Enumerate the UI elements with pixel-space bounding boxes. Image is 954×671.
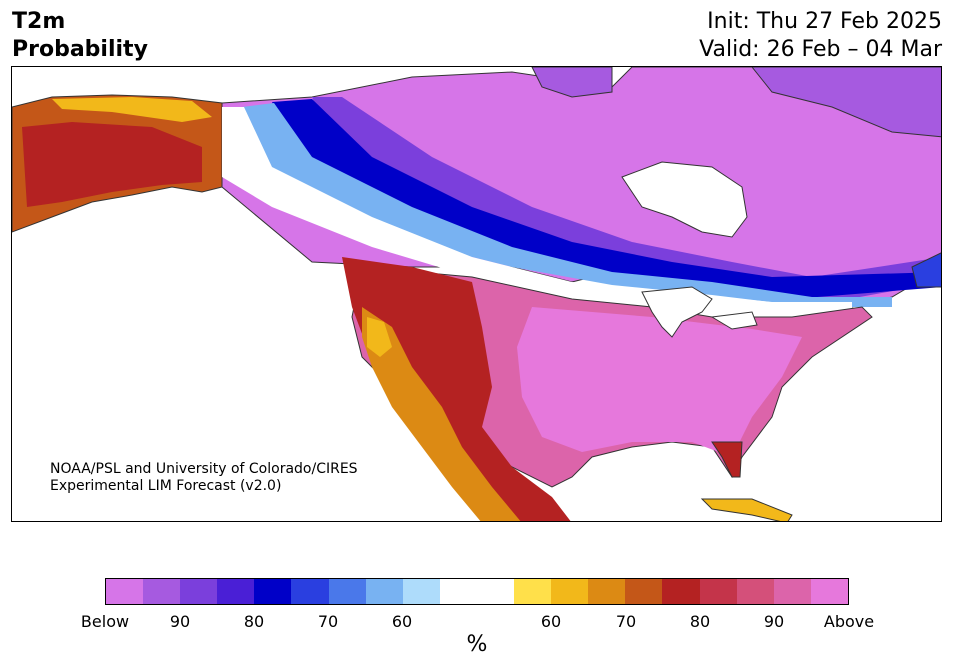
colorbar-segment [439, 579, 477, 604]
title-product: Probability [12, 37, 148, 62]
west-orange-band [362, 307, 521, 521]
west-yellow-spot [367, 317, 392, 357]
florida [711, 441, 743, 478]
colorbar-unit: % [466, 632, 488, 657]
west-warm-band [342, 257, 571, 521]
alaska-yellow-band [52, 97, 212, 122]
hudson-bay [621, 161, 748, 238]
credit-text: NOAA/PSL and University of Colorado/CIRE… [50, 461, 358, 495]
colorbar-segment [106, 579, 144, 604]
colorbar-tick-label: 60 [391, 612, 413, 631]
colorbar-segment [736, 579, 774, 604]
colorbar-segment [588, 579, 626, 604]
colorbar-segment [662, 579, 700, 604]
colorbar-tick-label: 70 [317, 612, 339, 631]
colorbar-tick-label: 60 [540, 612, 562, 631]
colorbar-segment [625, 579, 663, 604]
colorbar-segment [699, 579, 737, 604]
colorbar-segment [217, 579, 255, 604]
colorbar-tick-label: 90 [763, 612, 785, 631]
colorbar-segment [328, 579, 366, 604]
cuba [700, 498, 793, 521]
title-variable: T2m [12, 9, 66, 34]
colorbar-segment [551, 579, 589, 604]
credit-line-1: NOAA/PSL and University of Colorado/CIRE… [50, 461, 358, 477]
colorbar-segment [291, 579, 329, 604]
colorbar-segment [365, 579, 403, 604]
colorbar-tick-label: 80 [243, 612, 265, 631]
eastern-cold-tip [911, 252, 941, 288]
init-date: Init: Thu 27 Feb 2025 [707, 9, 942, 34]
colorbar-segment [514, 579, 552, 604]
colorbar-tick-label: Above [823, 612, 875, 631]
colorbar-segment [143, 579, 181, 604]
colorbar-tick-label: 90 [169, 612, 191, 631]
credit-line-2: Experimental LIM Forecast (v2.0) [50, 478, 282, 494]
valid-period: Valid: 26 Feb – 04 Mar [699, 37, 942, 62]
usa-east-core [517, 307, 802, 457]
colorbar-segment [254, 579, 292, 604]
date-block: Init: Thu 27 Feb 2025 Valid: 26 Feb – 04… [699, 8, 942, 64]
band-white [222, 107, 852, 312]
colorbar-segment [180, 579, 218, 604]
great-lakes [641, 286, 758, 338]
forecast-map: NOAA/PSL and University of Colorado/CIRE… [11, 66, 942, 522]
colorbar-tick-label: 70 [615, 612, 637, 631]
map-canvas [12, 67, 941, 521]
band-blue [272, 99, 941, 299]
colorbar-tick-label: Below [80, 612, 130, 631]
colorbar-segment [402, 579, 440, 604]
alaska-warm-core [22, 122, 202, 207]
arctic-islands [531, 67, 941, 138]
colorbar-segment [810, 579, 848, 604]
colorbar [105, 578, 849, 605]
colorbar-tick-label: 80 [689, 612, 711, 631]
colorbar-segment [773, 579, 811, 604]
colorbar-segment [476, 579, 515, 604]
title-block: T2m Probability [12, 8, 148, 64]
band-lightblue [242, 103, 892, 307]
